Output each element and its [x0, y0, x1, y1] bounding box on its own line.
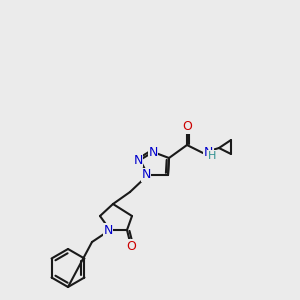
Text: N: N — [103, 224, 113, 236]
Text: O: O — [182, 121, 192, 134]
Text: N: N — [204, 146, 213, 160]
Text: H: H — [208, 151, 216, 161]
Text: N: N — [148, 146, 158, 158]
Text: N: N — [133, 154, 143, 166]
Text: N: N — [141, 169, 151, 182]
Text: O: O — [126, 239, 136, 253]
